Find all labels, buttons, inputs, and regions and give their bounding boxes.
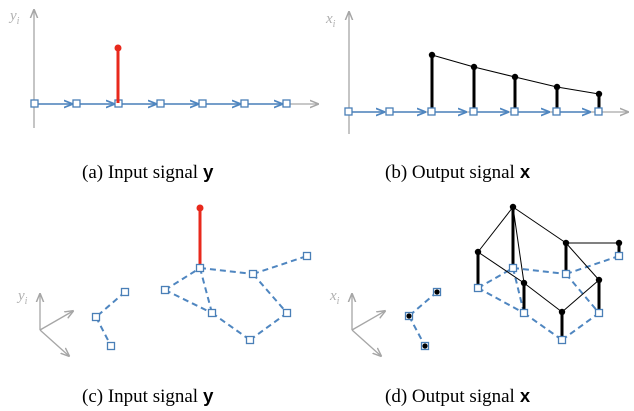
- output-point: [470, 63, 478, 71]
- panel-b: xi: [325, 11, 628, 184]
- small-component-values: [406, 289, 440, 349]
- 3d-axes: [352, 294, 385, 356]
- graph-node: [473, 283, 483, 293]
- caption-c: (c) Input signal y: [82, 386, 214, 408]
- graph-node: [469, 107, 478, 116]
- graph-node: [120, 287, 130, 297]
- output-point: [428, 51, 436, 59]
- output-point: [406, 313, 412, 319]
- panel-d: xi: [329, 203, 624, 408]
- graph-node: [614, 251, 624, 261]
- graph-node: [302, 251, 312, 261]
- output-point: [595, 90, 603, 98]
- graph-node: [385, 107, 394, 116]
- panel-c: yi (c) Input: [16, 204, 312, 408]
- graph-node: [106, 341, 116, 351]
- output-point: [474, 248, 482, 256]
- graph-node: [30, 99, 39, 108]
- axis-label: xi: [325, 11, 336, 30]
- graph-node: [198, 99, 207, 108]
- graph-edges: [408, 255, 620, 347]
- output-point: [562, 239, 570, 247]
- output-point: [553, 83, 561, 91]
- graph-node: [245, 335, 255, 345]
- output-mesh: [477, 206, 619, 313]
- panel-a: yi (a) Input signal y: [8, 8, 318, 184]
- graph-node: [557, 335, 567, 345]
- graph-node: [248, 269, 258, 279]
- graph-node: [594, 308, 604, 318]
- output-points: [474, 203, 623, 316]
- graph-node: [207, 308, 217, 318]
- graph-node: [282, 99, 291, 108]
- output-point: [615, 239, 623, 247]
- graph-node: [72, 99, 81, 108]
- graph-node: [552, 107, 561, 116]
- output-points: [428, 51, 603, 98]
- 3d-axes: [40, 294, 73, 356]
- graph-node: [561, 269, 571, 279]
- output-point: [511, 73, 519, 81]
- graph-node: [427, 107, 436, 116]
- graph-node: [594, 107, 603, 116]
- graph-node: [91, 312, 101, 322]
- axis-label: yi: [16, 288, 28, 307]
- impulse-stem: [114, 44, 122, 103]
- axis-label: yi: [8, 8, 20, 27]
- graph-edges: [95, 255, 308, 347]
- axis-label: xi: [329, 288, 340, 307]
- graph-node: [282, 308, 292, 318]
- graph-nodes: [344, 107, 603, 116]
- graph-node: [519, 308, 529, 318]
- graph-nodes: [404, 251, 624, 351]
- output-point: [558, 308, 566, 316]
- caption-a: (a) Input signal y: [82, 162, 214, 184]
- caption-d: (d) Output signal x: [385, 386, 531, 408]
- output-point: [595, 276, 603, 284]
- output-point: [434, 289, 440, 295]
- output-point: [422, 343, 428, 349]
- caption-b: (b) Output signal x: [385, 162, 531, 184]
- graph-node: [508, 263, 518, 273]
- graph-node: [344, 107, 353, 116]
- impulse-stem: [196, 204, 204, 267]
- graph-node: [240, 99, 249, 108]
- graph-node: [160, 285, 170, 295]
- output-stems: [430, 55, 601, 111]
- output-point: [509, 203, 517, 211]
- graph-node: [510, 107, 519, 116]
- graph-node: [195, 263, 205, 273]
- graph-nodes: [91, 251, 312, 351]
- output-point: [520, 279, 528, 287]
- graph-node: [156, 99, 165, 108]
